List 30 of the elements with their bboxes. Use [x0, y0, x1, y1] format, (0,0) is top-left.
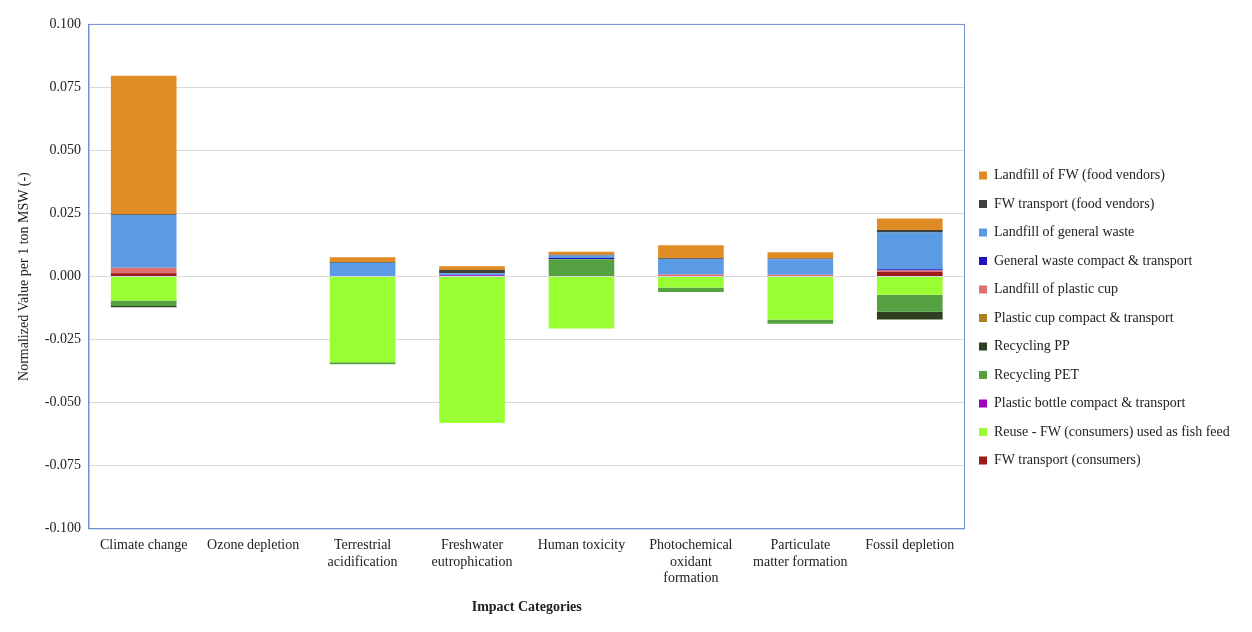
legend-label: FW transport (consumers): [994, 452, 1142, 469]
legend-label: FW transport (food vendors): [994, 195, 1155, 212]
y-tick-label: -0.050: [44, 394, 81, 410]
y-tick-label: -0.100: [44, 520, 81, 536]
legend-label: Reuse - FW (consumers) used as fish feed: [994, 423, 1230, 440]
x-axis-title: Impact Categories: [471, 599, 583, 615]
legend-label: Plastic bottle compact & transport: [994, 395, 1186, 411]
y-axis-title: Normalized Value per 1 ton MSW (-): [16, 171, 33, 381]
x-tick-label: Human toxicity: [537, 536, 626, 552]
y-tick-label: 0.000: [49, 268, 81, 284]
x-tick-label: Freshwater eutrophication: [431, 536, 513, 569]
x-tick-label: Terrestrial acidification: [327, 536, 398, 569]
x-tick-label: Particulate matter formation: [753, 536, 848, 569]
legend-label: Landfill of general waste: [994, 224, 1135, 240]
y-tick-label: -0.075: [44, 457, 81, 473]
legend-label: Landfill of FW (food vendors): [994, 167, 1166, 184]
legend-label: Plastic cup compact & transport: [994, 309, 1174, 325]
x-tick-label: Ozone depletion: [207, 536, 300, 552]
x-tick-label: Fossil depletion: [865, 536, 955, 552]
y-tick-label: 0.025: [49, 205, 81, 221]
y-tick-label: -0.025: [44, 331, 81, 347]
x-tick-label: Climate change: [99, 536, 188, 552]
legend-label: Landfill of plastic cup: [994, 281, 1119, 297]
legend-label: General waste compact & transport: [994, 252, 1193, 268]
y-tick-label: 0.100: [49, 16, 81, 32]
y-tick-label: 0.050: [49, 142, 81, 158]
legend-label: Recycling PET: [994, 366, 1080, 382]
legend-label: Recycling PP: [994, 338, 1071, 354]
x-tick-label: Photochemical oxidant formation: [649, 536, 733, 586]
y-tick-label: 0.075: [49, 79, 81, 95]
